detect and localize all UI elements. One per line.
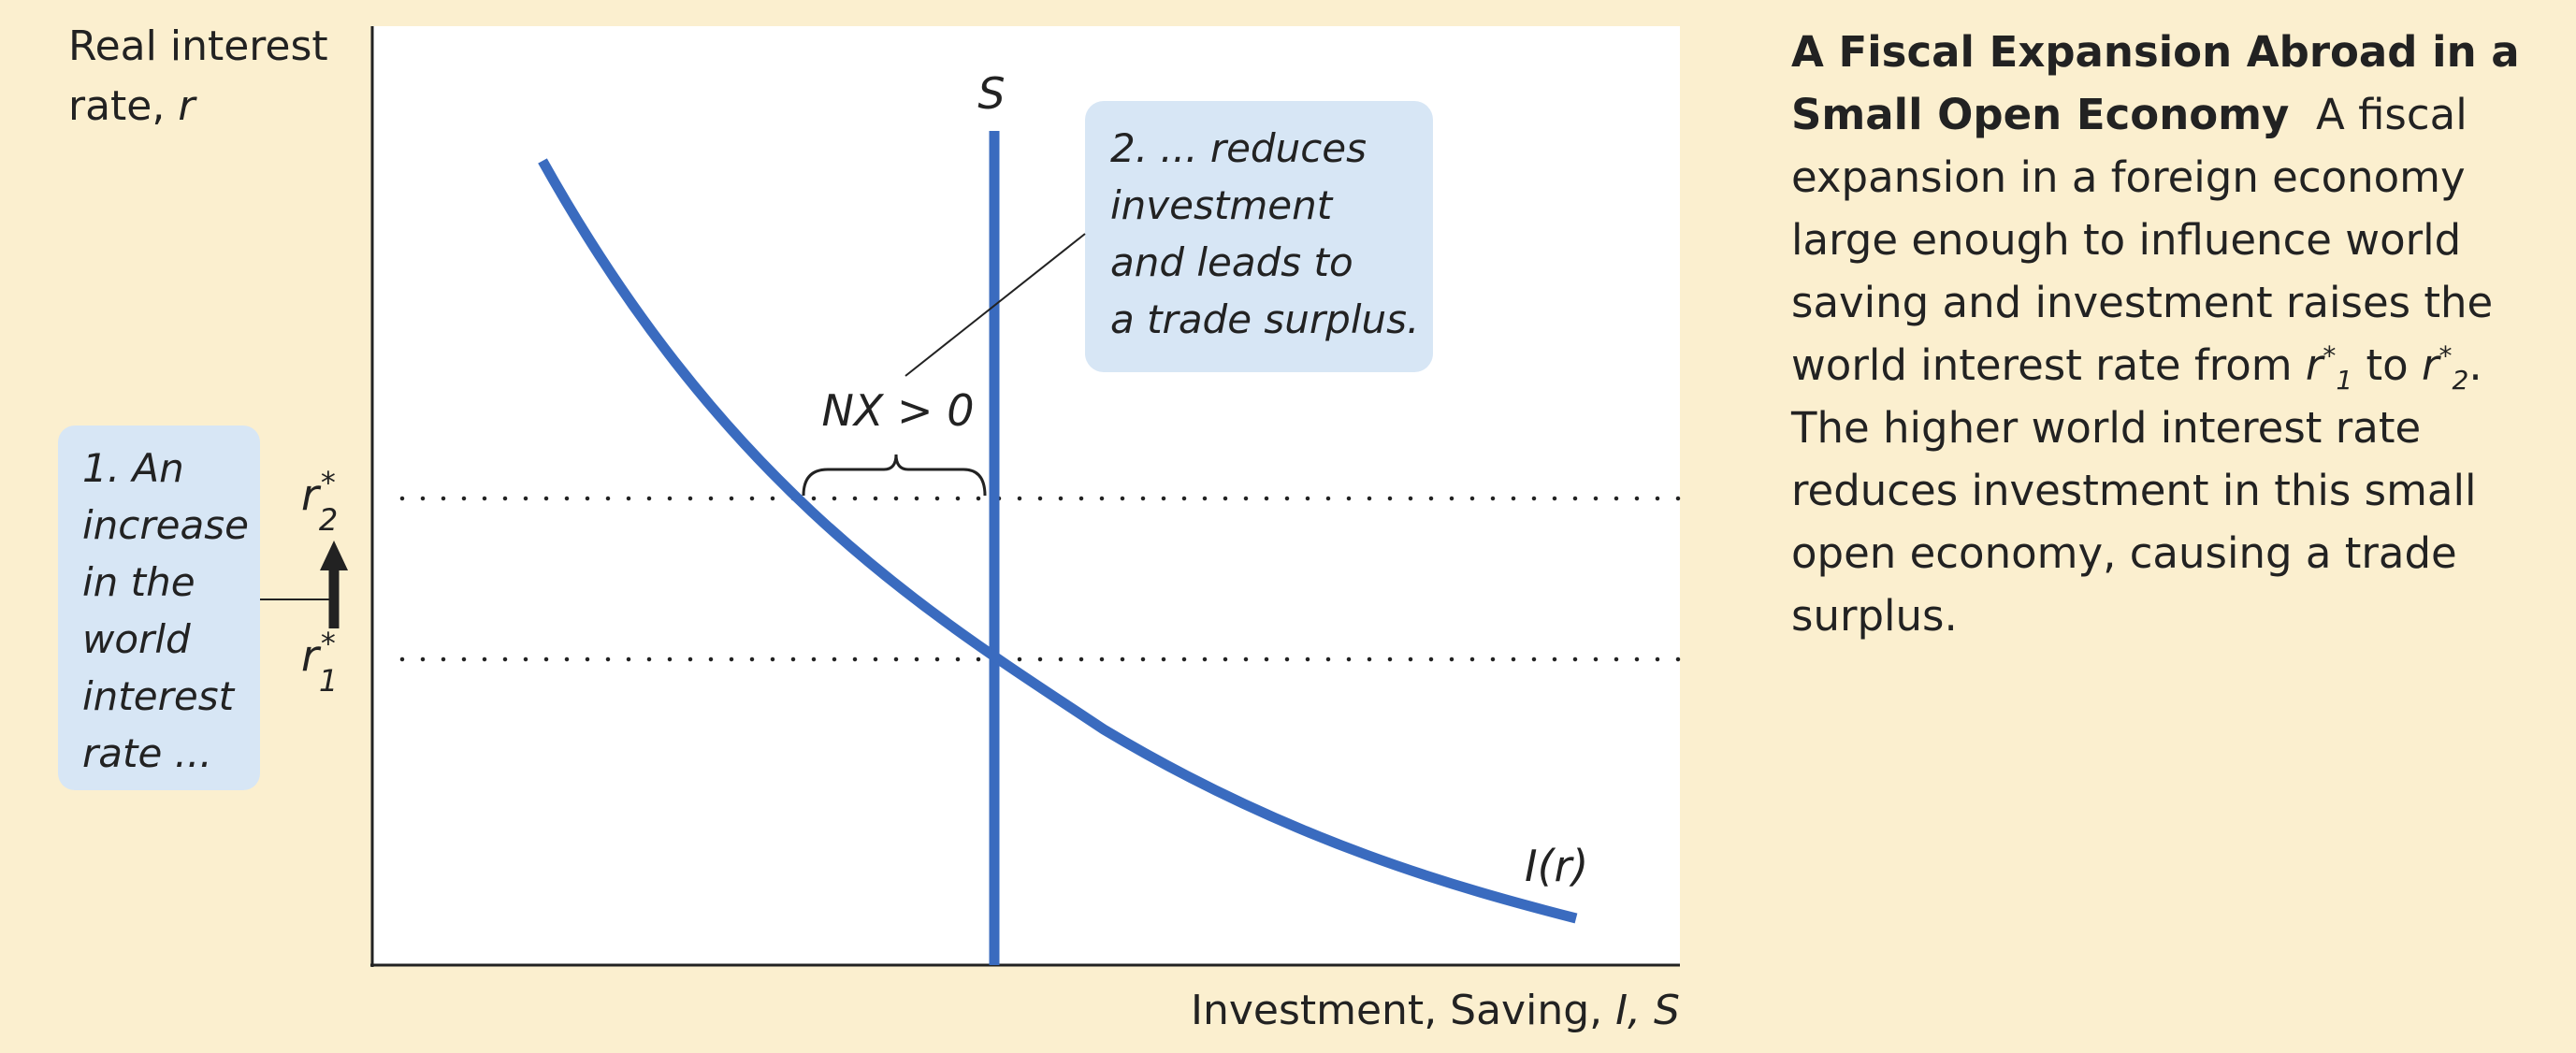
callout-1-line: interest [82,673,235,719]
callout-2-line: and leads to [1110,239,1353,285]
r1-star-label: r* 1 [301,626,338,699]
plot-area [372,26,1680,965]
y-axis-label-line1: Real interest [68,22,328,70]
caption-title: A Fiscal Expansion Abroad in a Small Ope… [1791,27,2520,139]
callout-2-line: investment [1110,182,1333,228]
callout-1-line: world [82,616,191,662]
callout-1-line: increase [82,502,249,548]
nx-label: NX > 0 [822,385,975,436]
caption-r2: r*2 [2422,340,2469,396]
caption-body-3: . The higher world interest rate reduces… [1791,340,2482,641]
callout-1-text: 1. An increase in the world interest rat… [82,440,249,782]
callout-1-line: 1. An [82,445,184,491]
supply-curve-label: S [977,68,1005,119]
callout-2-line: a trade surplus. [1110,296,1420,342]
callout-2-box [1085,101,1433,372]
diagram: S I(r) NX > 0 Real interest rate, r Inve… [58,22,1683,1034]
callout-2-leader [904,233,1086,377]
callout-1-line: in the [82,559,195,605]
nx-brace [802,454,987,497]
callout-2-text: 2. ... reduces investment and leads to a… [1110,120,1419,348]
callout-2-line: 2. ... reduces [1110,125,1368,171]
caption-r1: r*1 [2305,340,2353,396]
callout-1-line: rate ... [82,730,212,776]
investment-curve [538,158,1578,924]
y-axis-label-line2: rate, r [68,82,197,130]
figure-caption: A Fiscal Expansion Abroad in a Small Ope… [1791,21,2568,647]
r2-star-label: r* 2 [301,465,338,538]
caption-body-1: A fiscal expansion in a foreign economy … [1791,90,2494,390]
investment-curve-label: I(r) [1525,841,1588,891]
x-axis-label: Investment, Saving, I, S [1191,987,1680,1034]
callout-1-box [58,426,260,790]
caption-body-2: to [2352,340,2423,390]
rate-increase-arrow-head [320,541,348,570]
